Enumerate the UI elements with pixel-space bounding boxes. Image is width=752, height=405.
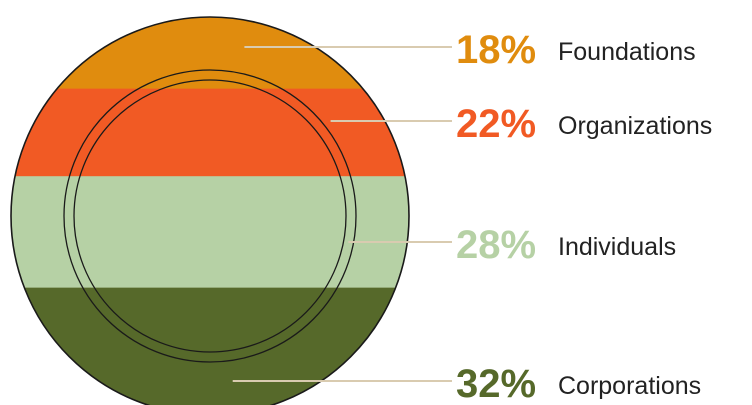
band-organizations: [11, 88, 409, 177]
category-label-individuals: Individuals: [558, 233, 676, 261]
percent-label-foundations: 18%: [456, 28, 536, 72]
percent-label-individuals: 28%: [456, 223, 536, 267]
inner-ring-1: [63, 69, 357, 363]
percent-label-organizations: 22%: [456, 102, 536, 146]
chart-labels: 18% Foundations 22% Organizations 28% In…: [456, 28, 712, 405]
band-individuals: [11, 176, 409, 289]
band-foundations: [11, 17, 409, 90]
chart-rings: [10, 16, 410, 405]
category-label-organizations: Organizations: [558, 112, 712, 140]
leader-lines: [232, 46, 452, 382]
category-label-foundations: Foundations: [558, 38, 696, 66]
band-corporations: [11, 287, 409, 405]
percent-label-corporations: 32%: [456, 362, 536, 405]
inner-ring-2: [73, 79, 347, 353]
disc-outline: [10, 16, 410, 405]
category-label-corporations: Corporations: [558, 372, 701, 400]
